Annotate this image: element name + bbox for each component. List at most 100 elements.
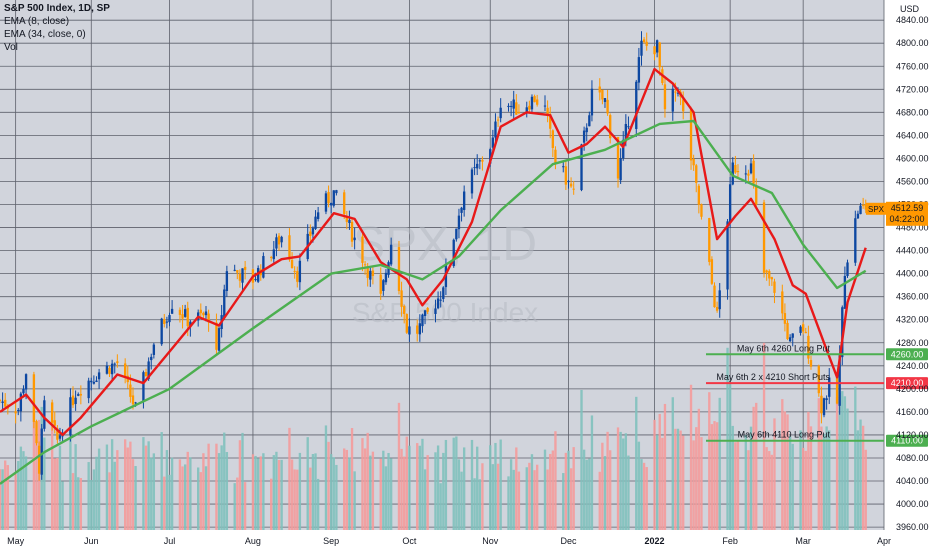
- candle-body: [408, 326, 411, 335]
- candle-body: [655, 40, 659, 53]
- volume-bar: [572, 447, 575, 530]
- volume-bar: [786, 414, 789, 530]
- last-price-value: 4512.59: [891, 203, 924, 213]
- candle-body: [854, 218, 857, 263]
- candle-body: [58, 435, 62, 439]
- volume-bar: [517, 471, 521, 530]
- candle-body: [330, 202, 333, 206]
- volume-bar: [828, 430, 831, 530]
- candle-body: [152, 344, 156, 355]
- candle-body: [17, 409, 20, 411]
- volume-bar: [825, 426, 828, 530]
- volume-bar: [473, 478, 476, 530]
- volume-bar: [708, 392, 711, 530]
- candle-body: [293, 270, 296, 272]
- volume-bar: [682, 435, 685, 530]
- candle-body: [113, 363, 116, 365]
- candle-body: [828, 377, 831, 397]
- candle-body: [361, 236, 364, 263]
- candle-body: [783, 313, 787, 324]
- candle-body: [478, 160, 481, 162]
- candle-body: [14, 411, 17, 414]
- candle-body: [32, 374, 36, 422]
- volume-bar: [715, 422, 719, 530]
- candle-body: [426, 307, 429, 312]
- volume-bar: [585, 459, 588, 530]
- symbol-title[interactable]: S&P 500 Index, 1D, SP: [4, 3, 110, 14]
- candle-body: [19, 393, 23, 412]
- volume-bar: [6, 465, 9, 530]
- volume-bar: [695, 427, 698, 530]
- level-price-tag: [886, 348, 928, 361]
- candle-body: [327, 192, 330, 204]
- volume-bar: [332, 457, 335, 530]
- candle-body: [549, 114, 552, 129]
- candle-body: [416, 325, 419, 334]
- candle-body: [108, 367, 111, 374]
- candle-body: [567, 180, 570, 183]
- volume-bar: [0, 469, 2, 530]
- volume-bar: [536, 464, 539, 530]
- candle-body: [822, 398, 826, 416]
- price-tick-label: 4880.00: [896, 0, 929, 2]
- volume-bar: [598, 471, 601, 530]
- time-axis[interactable]: May Jun Jul Aug Sep Oct Nov Dec 2022 Feb Mar Apr: [7, 536, 891, 546]
- candle-body: [695, 165, 698, 183]
- volume-bar: [382, 450, 385, 530]
- candle-body: [859, 205, 862, 215]
- candle-body: [421, 314, 424, 327]
- volume-bar: [298, 452, 302, 530]
- candle-body: [4, 399, 7, 407]
- candle-body: [801, 324, 805, 332]
- candle-body: [116, 361, 119, 363]
- candle-body: [90, 380, 93, 383]
- candle-body: [217, 328, 221, 351]
- candle-body: [129, 384, 132, 397]
- candle-body: [163, 319, 166, 325]
- candle-body: [225, 271, 229, 291]
- volume-label[interactable]: Vol: [4, 42, 18, 53]
- symbol-tag: [866, 202, 886, 215]
- volume-bar: [324, 425, 328, 530]
- candle-body: [642, 39, 646, 43]
- volume-bar: [601, 442, 604, 530]
- ema-fast-label[interactable]: EMA (8, close): [4, 16, 70, 27]
- volume-bar: [637, 441, 641, 530]
- volume-bar: [765, 447, 768, 530]
- volume-bar: [841, 391, 844, 530]
- candle-body: [572, 188, 575, 190]
- price-tick-label: 4680.00: [896, 107, 929, 117]
- volume-bar: [512, 469, 515, 530]
- volume-bar: [679, 430, 682, 530]
- candle-body: [314, 216, 317, 230]
- volume-bar: [233, 483, 236, 530]
- volume-bar: [259, 456, 262, 530]
- volume-bar: [199, 472, 202, 530]
- candle-body: [309, 231, 312, 237]
- volume-bar: [17, 461, 20, 530]
- volume-bar: [809, 426, 813, 530]
- volume-bar: [306, 437, 309, 530]
- volume-bar: [567, 450, 570, 530]
- candle-body: [481, 159, 484, 162]
- ema-slow-label[interactable]: EMA (34, close, 0): [4, 29, 86, 40]
- candle-body: [223, 289, 226, 318]
- volume-bar: [603, 456, 607, 530]
- volume-bar: [423, 469, 427, 530]
- candle-body: [316, 212, 320, 219]
- volume-bar: [663, 403, 667, 530]
- candle-body: [134, 402, 137, 404]
- candle-body: [202, 312, 205, 316]
- last-price-box: [886, 201, 928, 226]
- candle-body: [786, 322, 789, 340]
- price-tick-label: 4080.00: [896, 453, 929, 463]
- volume-bar: [105, 444, 109, 530]
- volume-bar: [243, 482, 247, 530]
- volume-bar: [554, 431, 557, 530]
- candle-body: [710, 259, 714, 284]
- symbol-tag-text: SPX: [868, 205, 885, 214]
- volume-bar: [564, 452, 568, 530]
- volume-bar: [588, 458, 591, 530]
- candle-body: [788, 337, 792, 342]
